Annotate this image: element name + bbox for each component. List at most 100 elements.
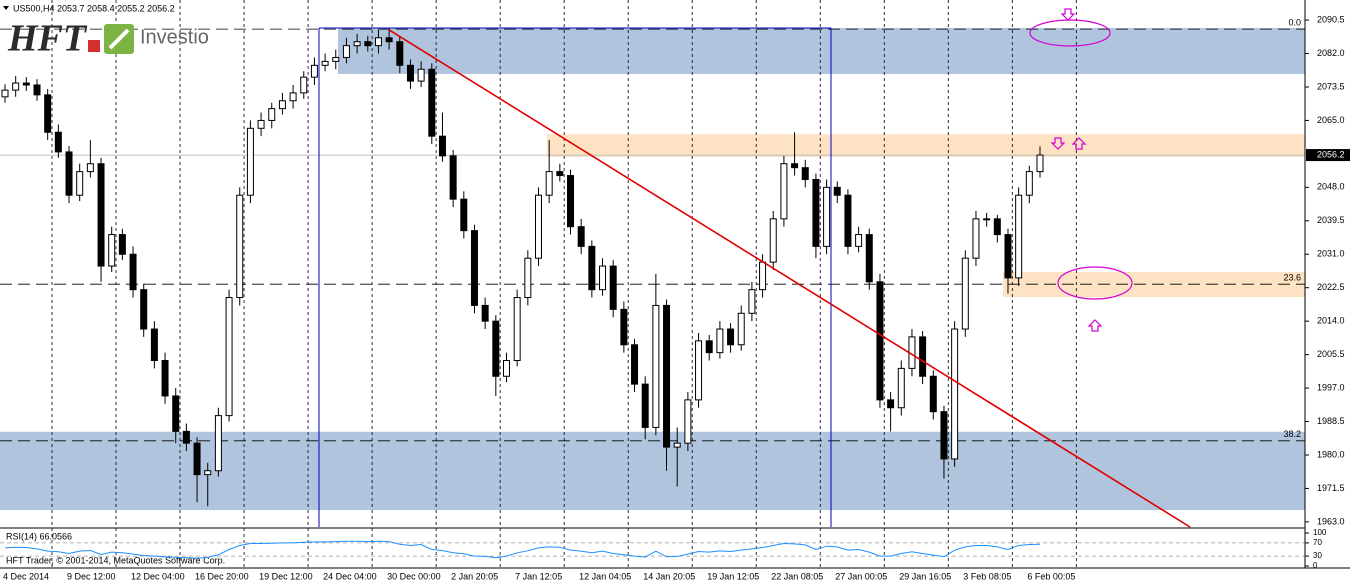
x-tick-label: 22 Jan 08:05 — [771, 571, 823, 581]
candle-body — [876, 281, 884, 401]
candle-body — [684, 399, 692, 444]
x-tick-label: 2 Jan 20:05 — [451, 571, 498, 581]
x-tick-label: 27 Jan 00:05 — [835, 571, 887, 581]
logo-name: Investio — [140, 26, 209, 48]
trend-line — [388, 29, 1191, 528]
menu-triangle — [3, 6, 9, 10]
candle-body — [86, 163, 94, 173]
zone — [547, 134, 1305, 158]
candle-body — [535, 194, 542, 259]
axes: 4 Dec 2014 9 Dec 12:00 12 Dec 04:00 16 Dec … — [3, 14, 1350, 581]
symbol-header: US500,H4 2053.7 2058.4 2055.2 2056.2 — [13, 3, 175, 13]
candle-body — [268, 108, 276, 121]
candle-body — [54, 131, 62, 153]
y-tick-label: 2090.5 — [1317, 14, 1345, 24]
y-tick-label: 1980.0 — [1317, 449, 1345, 459]
candle-body — [417, 68, 425, 82]
y-tick-label: 2022.5 — [1317, 282, 1345, 292]
x-tick-label: 19 Jan 12:05 — [707, 571, 759, 581]
logo: HFT Investio — [7, 18, 209, 60]
candle-body — [161, 360, 169, 397]
candle-body — [961, 257, 969, 330]
logo-dot — [88, 40, 100, 52]
arrow-up — [1087, 319, 1103, 332]
overlays: 0.0 23.6 38.2 — [388, 17, 1301, 528]
candle-body — [1004, 234, 1012, 279]
candle-body — [214, 415, 222, 472]
candle-body — [556, 171, 564, 177]
candle-body — [140, 289, 148, 330]
logo-brand: HFT — [7, 18, 88, 60]
candle-body — [748, 289, 756, 314]
candle-body — [673, 442, 681, 448]
candle-body — [823, 186, 831, 247]
candle-body — [865, 234, 873, 283]
arrow-down — [1050, 137, 1066, 150]
candle-body — [182, 430, 190, 444]
candle-body — [22, 82, 30, 86]
candle-body — [246, 127, 254, 196]
logo-icon-mark — [108, 28, 130, 50]
candle-body — [108, 234, 116, 267]
candle-body — [225, 297, 233, 417]
candle-body — [44, 94, 52, 133]
x-tick-label: 4 Dec 2014 — [3, 571, 49, 581]
candle-body — [502, 360, 510, 377]
candle-body — [567, 175, 575, 228]
rsi-tick-label: 30 — [1313, 551, 1322, 560]
candle-body — [887, 399, 895, 409]
candle-body — [118, 234, 126, 255]
last-price-box — [1306, 149, 1350, 162]
y-tick-label: 1963.0 — [1317, 516, 1345, 526]
candle-body — [769, 218, 777, 263]
y-tick-label: 1997.0 — [1317, 382, 1345, 392]
copyright: HFT Trader, © 2001-2014, MetaQuotes Soft… — [6, 555, 225, 565]
rsi-panel — [0, 540, 1305, 559]
candle-body — [705, 340, 713, 354]
candle-body — [396, 41, 404, 66]
candle-body — [428, 68, 436, 137]
rsi-tick-label: 70 — [1313, 538, 1322, 547]
candle-body — [524, 257, 532, 299]
x-tick-label: 24 Dec 04:00 — [323, 571, 377, 581]
y-tick-label: 2082.0 — [1317, 48, 1345, 58]
x-tick-label: 7 Jan 12:05 — [515, 571, 562, 581]
y-tick-label: 2014.0 — [1317, 316, 1345, 326]
candle-body — [353, 41, 361, 47]
rsi-tick-label: 0 — [1313, 561, 1318, 570]
arrow-down — [1060, 8, 1076, 21]
candle-body — [1036, 154, 1044, 173]
candle-body — [172, 395, 180, 432]
y-tick-label: 2005.5 — [1317, 349, 1345, 359]
x-tick-label: 12 Dec 04:00 — [131, 571, 185, 581]
candle-body — [97, 163, 105, 267]
candle-body — [300, 76, 308, 94]
candle-body — [993, 218, 1001, 236]
candle-body — [289, 92, 297, 102]
highlight-ellipse — [1029, 19, 1111, 47]
candle-body — [631, 344, 639, 385]
arrow-up — [1071, 137, 1087, 150]
x-tick-label: 14 Jan 20:05 — [643, 571, 695, 581]
candle-body — [545, 171, 553, 196]
highlight-ellipse — [1057, 266, 1133, 300]
candle-body — [951, 328, 959, 460]
candle-body — [652, 304, 660, 428]
level-label: 38.2 — [1283, 429, 1301, 439]
candle-body — [1, 89, 9, 98]
time-box — [318, 27, 832, 527]
x-tick-label: 12 Jan 04:05 — [579, 571, 631, 581]
candle-body — [609, 265, 617, 310]
y-tick-label: 1988.5 — [1317, 416, 1345, 426]
candle-body — [791, 163, 799, 169]
candle-body — [983, 218, 991, 221]
candle-body — [449, 155, 457, 200]
x-tick-label: 19 Dec 12:00 — [259, 571, 313, 581]
last-price-label: 2056.2 — [1317, 149, 1345, 159]
y-tick-label: 2073.5 — [1317, 81, 1345, 91]
candle-body — [385, 37, 393, 43]
candle-body — [33, 84, 41, 96]
rsi-tick-label: 100 — [1313, 528, 1327, 537]
candle-body — [897, 367, 905, 409]
level-label: 0.0 — [1288, 17, 1301, 27]
